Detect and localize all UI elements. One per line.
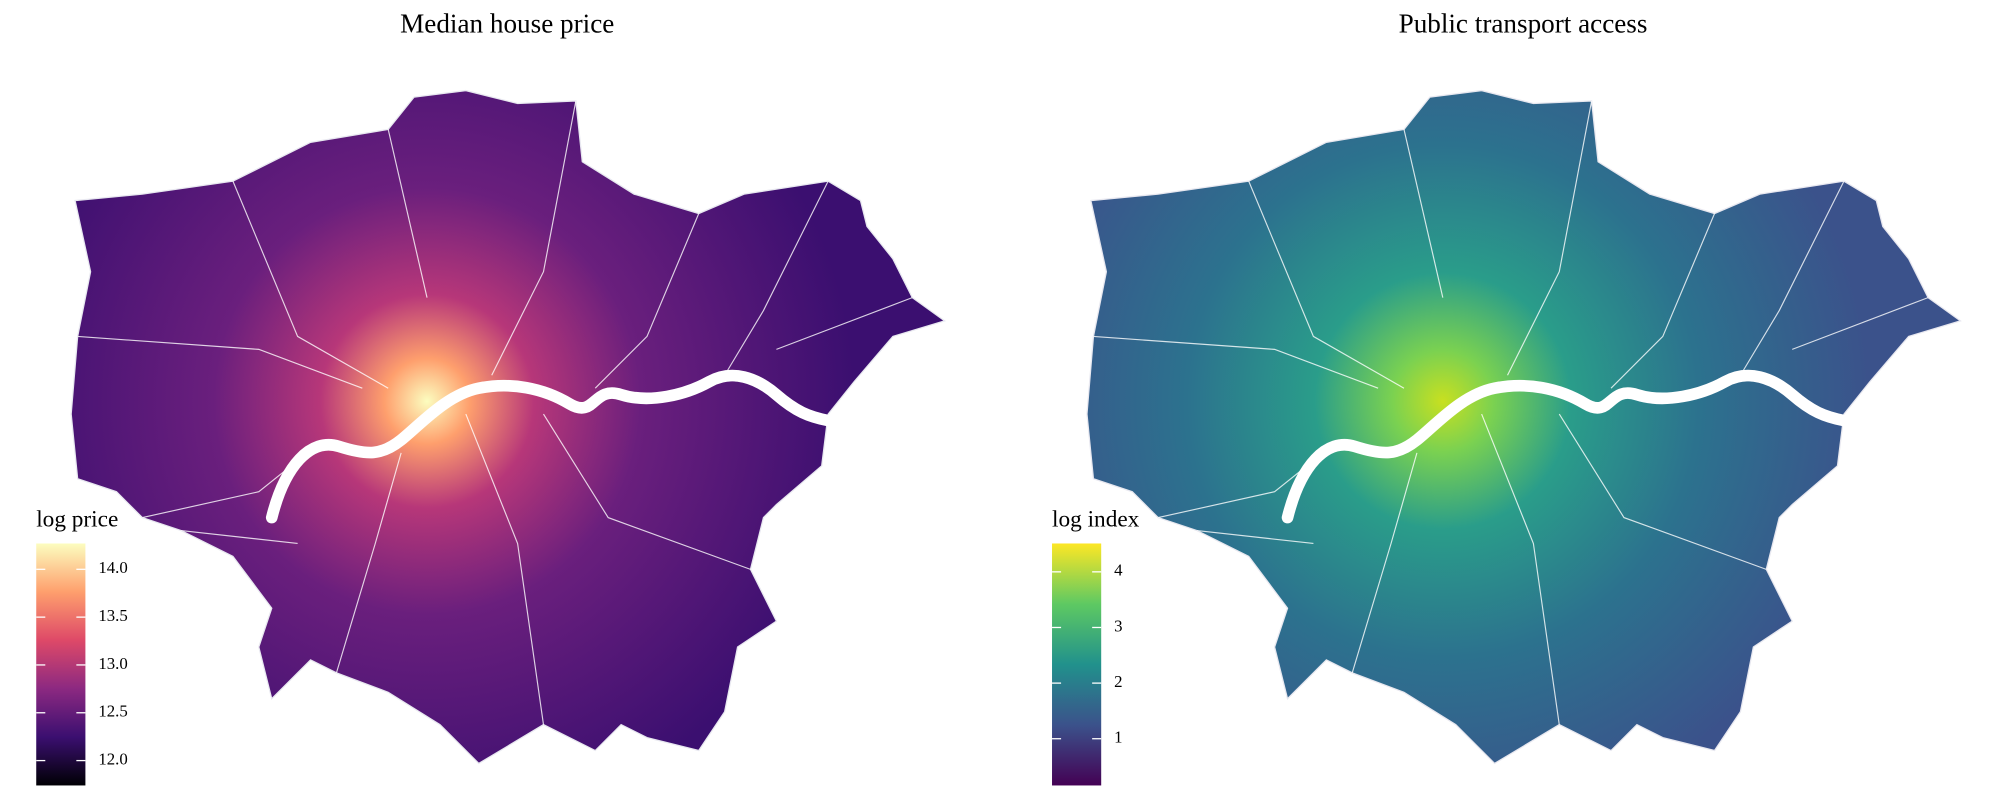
colorbar-tick-label: 1: [1114, 728, 1122, 747]
borough-border: [232, 180, 389, 389]
river-thames: [1281, 369, 1850, 524]
borough-border: [1791, 297, 1929, 350]
colorbar-tick-label: 13.0: [98, 654, 127, 673]
borough-border: [776, 297, 913, 350]
borough-borders: [77, 100, 913, 725]
colorbar-tick-label: 3: [1114, 616, 1122, 635]
river-thames: [265, 369, 834, 524]
borough-border: [1093, 335, 1379, 389]
borough-border: [1739, 180, 1845, 376]
colorbar: [1052, 543, 1102, 786]
borough-border: [1351, 452, 1418, 674]
borough-border: [724, 180, 829, 376]
borough-border: [1506, 100, 1593, 376]
borough-border: [1558, 413, 1767, 570]
borough-border: [491, 100, 577, 376]
region-outline: [1086, 89, 1962, 765]
map-title: Public transport access: [1399, 8, 1648, 38]
colorbar-tick-label: 14.0: [98, 558, 127, 577]
borough-border: [542, 413, 751, 570]
colorbar-tick-label: 12.0: [98, 749, 127, 768]
borough-border: [465, 413, 545, 725]
borough-border: [1481, 413, 1560, 725]
colorbar-tick-label: 13.5: [98, 606, 127, 625]
borough-border: [387, 129, 428, 298]
region-outline: [70, 89, 947, 765]
legend-title: log index: [1052, 507, 1140, 533]
borough-border: [1610, 213, 1716, 389]
borough-border: [335, 452, 402, 674]
borough-border: [1248, 180, 1405, 389]
borough-border: [77, 335, 363, 389]
map-panel: Median house price log price 12.0 12.5 13.0 1…: [36, 8, 947, 786]
borough-border: [594, 213, 700, 389]
map-panel: Public transport access log index 1 2 3 4: [1052, 8, 1962, 786]
borough-border: [1403, 129, 1444, 298]
legend-title: log price: [36, 507, 118, 533]
colorbar-tick-label: 4: [1114, 561, 1123, 580]
borough-borders: [1093, 100, 1929, 725]
colorbar-tick-label: 12.5: [98, 702, 127, 721]
map-title: Median house price: [400, 8, 614, 38]
figure-scaled: Median house price log price 12.0 12.5 13.0 1…: [36, 8, 1962, 786]
colorbar-tick-label: 2: [1114, 672, 1122, 691]
borough-border: [181, 529, 298, 545]
borough-border: [1196, 529, 1314, 545]
